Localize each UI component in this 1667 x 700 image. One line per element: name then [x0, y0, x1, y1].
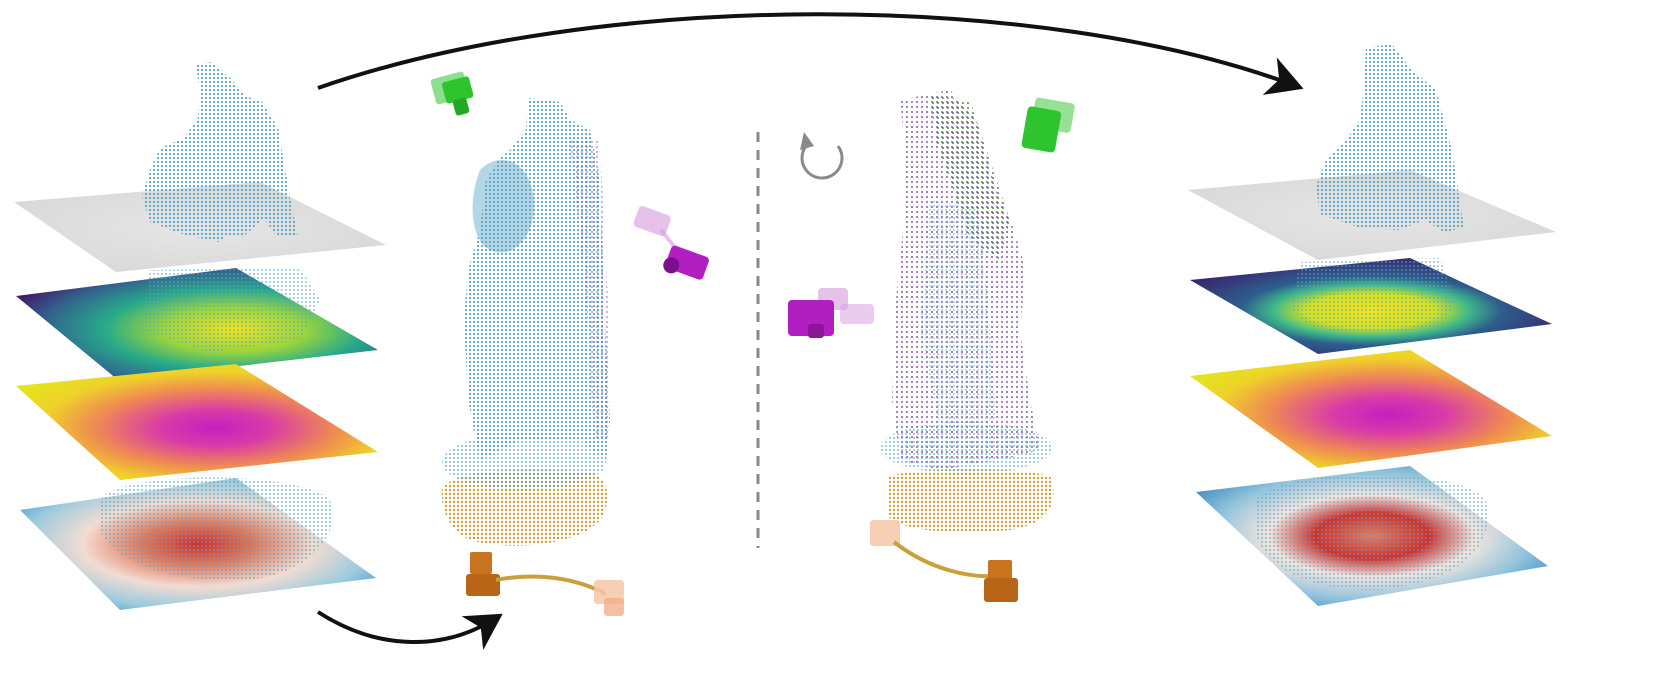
- base-ring-gold: [441, 469, 608, 546]
- base-ring-outline: [442, 434, 606, 490]
- camera-orange: [466, 552, 624, 616]
- bust-cloud-blue: [464, 98, 610, 460]
- bust-ring-cloud: [1256, 474, 1489, 591]
- bust-blue-core: [920, 200, 996, 430]
- bust-cloud: [1316, 44, 1464, 232]
- bust-body-cloud: [1290, 258, 1456, 334]
- bust-side-purple: [570, 140, 610, 440]
- bust-body-cloud: [140, 268, 320, 352]
- center-right-cloud: [880, 90, 1054, 533]
- left-stack: [14, 62, 386, 610]
- bust-head-cloud: [472, 160, 535, 253]
- bust-ring-cloud: [100, 477, 333, 581]
- base-ring-gold: [888, 469, 1054, 533]
- bottom-arc-arrow: [316, 610, 503, 650]
- right-stack: [1188, 44, 1556, 606]
- top-arc-arrow: [317, 12, 1304, 95]
- bust-cloud: [142, 62, 298, 242]
- heatmap-plasma: [1190, 350, 1552, 468]
- camera-magenta: [788, 288, 874, 338]
- camera-green: [430, 71, 474, 116]
- center-left-cloud: [441, 98, 610, 546]
- camera-green: [1021, 97, 1075, 153]
- camera-orange: [870, 520, 1018, 602]
- heatmap-plasma: [16, 364, 378, 480]
- base-ring-outline: [880, 422, 1052, 474]
- rotate-icon: [800, 132, 844, 180]
- bust-green-overlay: [930, 96, 1010, 260]
- camera-magenta: [633, 206, 709, 280]
